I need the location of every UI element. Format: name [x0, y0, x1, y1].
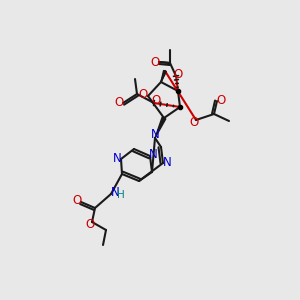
Text: O: O — [216, 94, 226, 106]
Text: N: N — [111, 187, 119, 200]
Text: O: O — [72, 194, 82, 208]
Text: N: N — [163, 157, 171, 169]
Text: O: O — [189, 116, 199, 130]
Text: N: N — [112, 152, 122, 166]
Text: N: N — [148, 148, 158, 161]
Text: O: O — [85, 218, 94, 232]
Text: O: O — [152, 94, 160, 107]
Text: O: O — [138, 88, 148, 101]
Text: O: O — [150, 56, 160, 68]
Text: H: H — [117, 190, 125, 200]
Text: O: O — [173, 68, 183, 80]
Polygon shape — [161, 70, 167, 82]
Text: O: O — [114, 97, 124, 110]
Text: N: N — [151, 128, 159, 140]
Polygon shape — [155, 117, 166, 138]
